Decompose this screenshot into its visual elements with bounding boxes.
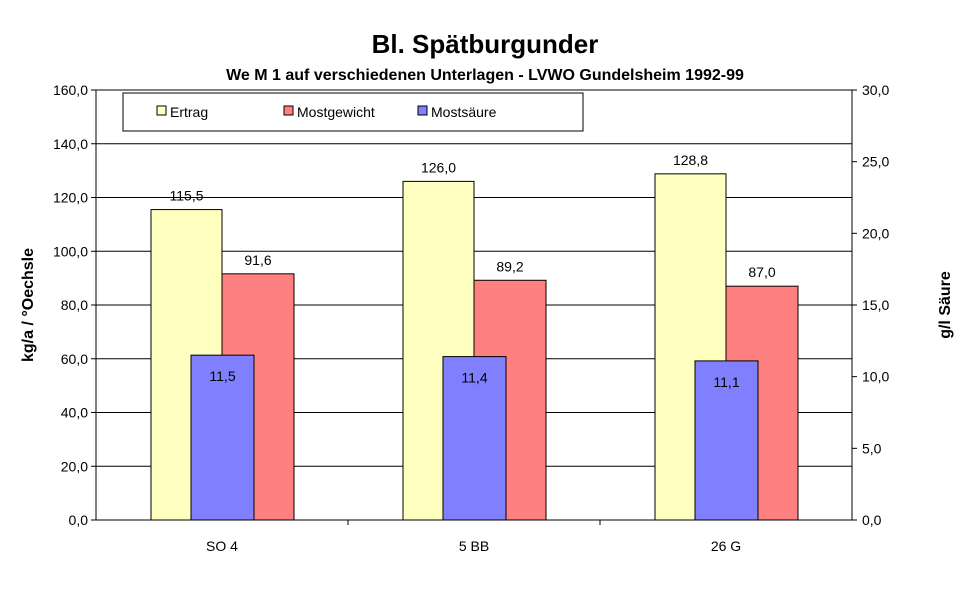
data-label: 11,4 (461, 370, 487, 386)
data-label: 89,2 (496, 258, 523, 274)
data-label: 11,5 (209, 368, 235, 384)
x-tick-label: SO 4 (206, 538, 238, 554)
legend-swatch (417, 105, 428, 116)
y-tick-label: 40,0 (61, 405, 88, 421)
legend-label: Mostgewicht (297, 104, 375, 120)
legend-swatch (156, 105, 167, 116)
data-label: 87,0 (748, 264, 775, 280)
y2-tick-label: 10,0 (862, 369, 889, 385)
bar-mostsäure (190, 354, 255, 521)
y2-axis-label: g/l Säure (937, 271, 954, 339)
y2-tick-label: 5,0 (862, 440, 882, 456)
legend-swatch (283, 105, 294, 116)
x-tick-label: 5 BB (459, 538, 489, 554)
legend-label: Ertrag (170, 104, 208, 120)
y2-tick-label: 0,0 (862, 512, 882, 528)
legend-label: Mostsäure (431, 104, 497, 120)
y-axis-label: kg/a / °Oechsle (20, 248, 37, 362)
legend-box (122, 92, 584, 132)
bar-mostsäure (442, 356, 507, 521)
data-label: 91,6 (244, 252, 271, 268)
y-tick-label: 160,0 (53, 82, 88, 98)
data-label: 126,0 (421, 159, 456, 175)
y-tick-label: 100,0 (53, 243, 88, 259)
data-label: 11,1 (713, 374, 739, 390)
y2-tick-label: 30,0 (862, 82, 889, 98)
y2-tick-label: 25,0 (862, 154, 889, 170)
chart-title: Bl. Spätburgunder (372, 29, 599, 59)
y-tick-label: 20,0 (61, 458, 88, 474)
y2-tick-label: 20,0 (862, 225, 889, 241)
x-tick-label: 26 G (711, 538, 741, 554)
y-tick-label: 120,0 (53, 190, 88, 206)
y-tick-label: 140,0 (53, 136, 88, 152)
y-tick-label: 60,0 (61, 351, 88, 367)
y-tick-label: 0,0 (69, 512, 89, 528)
data-label: 115,5 (170, 188, 204, 204)
chart-subtitle: We M 1 auf verschiedenen Unterlagen - LV… (226, 67, 744, 84)
data-label: 128,8 (673, 152, 708, 168)
y-tick-label: 80,0 (61, 297, 88, 313)
y2-tick-label: 15,0 (862, 297, 889, 313)
